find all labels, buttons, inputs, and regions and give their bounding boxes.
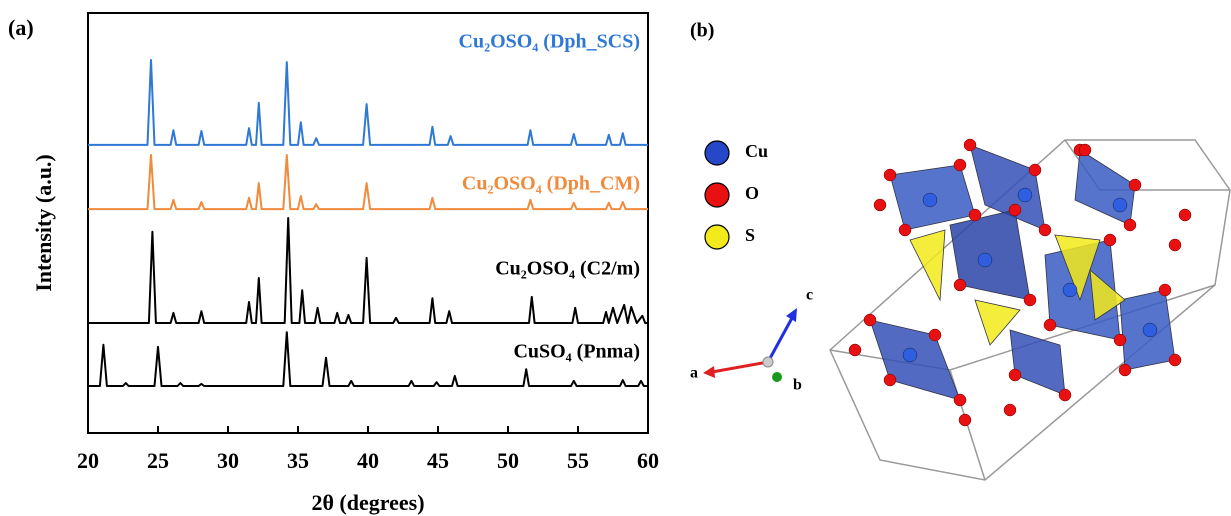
arrowhead: [703, 366, 715, 378]
cu-polyhedron: [1010, 330, 1065, 395]
x-tick-label: 40: [357, 448, 379, 473]
series-label: Cu₂OSO₄ (Dph_SCS): [459, 31, 641, 53]
x-tick-label: 50: [497, 448, 519, 473]
panel-label: (a): [8, 15, 34, 40]
x-tick-label: 35: [287, 448, 309, 473]
series-label: CuSO₄ (Pnma): [513, 341, 640, 363]
axis-arrow: [712, 362, 768, 372]
axis-label: b: [793, 377, 802, 394]
legend-label: Cu: [745, 141, 768, 161]
legend-swatch: [705, 225, 729, 249]
structure-panel: (b): [690, 20, 1230, 480]
axis-triad: [703, 308, 797, 382]
s-tetrahedron: [910, 230, 945, 300]
plot-frame: [88, 13, 648, 433]
x-tick-label: 20: [77, 448, 99, 473]
series-label: Cu₂OSO₄ (Dph_CM): [462, 173, 640, 195]
axis-arrow: [768, 318, 792, 362]
axis-b: [772, 372, 782, 382]
axis-label: c: [806, 287, 813, 304]
y-axis-label: Intensity (a.u.): [31, 154, 56, 292]
x-tick-label: 25: [147, 448, 169, 473]
legend-label: O: [745, 183, 759, 203]
cu-polyhedron: [1075, 150, 1135, 225]
x-tick-label: 55: [567, 448, 589, 473]
x-tick-label: 45: [427, 448, 449, 473]
origin: [763, 357, 773, 367]
series-line: [88, 60, 648, 145]
panel-label: (b): [690, 20, 714, 42]
legend-swatch: [705, 141, 729, 165]
axis-label: a: [690, 365, 698, 382]
legend-label: S: [745, 225, 755, 245]
x-axis-label: 2θ (degrees): [311, 490, 424, 515]
legend-swatch: [705, 183, 729, 207]
x-tick-label: 60: [637, 448, 659, 473]
figure: (a) 2θ (degrees) Intensity (a.u.) (b): [0, 0, 1231, 516]
x-tick-label: 30: [217, 448, 239, 473]
series-label: Cu₂OSO₄ (C2/m): [495, 258, 640, 280]
